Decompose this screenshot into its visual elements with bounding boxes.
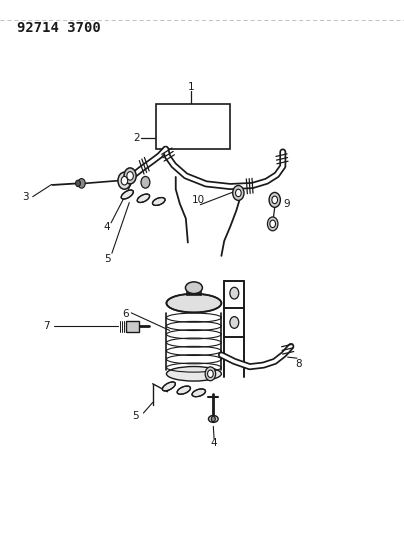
Ellipse shape	[177, 386, 191, 394]
Circle shape	[272, 196, 278, 204]
Circle shape	[230, 317, 239, 328]
Text: 1: 1	[187, 82, 194, 92]
Text: 4: 4	[211, 439, 217, 448]
Circle shape	[208, 370, 213, 377]
Circle shape	[124, 168, 136, 184]
Circle shape	[127, 172, 133, 180]
Ellipse shape	[208, 416, 218, 422]
Ellipse shape	[162, 382, 175, 391]
Text: 4: 4	[103, 222, 109, 232]
Text: 2: 2	[133, 133, 140, 142]
Circle shape	[78, 179, 85, 188]
Ellipse shape	[121, 190, 133, 199]
Bar	[156, 104, 230, 149]
Ellipse shape	[137, 194, 149, 203]
Circle shape	[76, 180, 80, 187]
Circle shape	[205, 367, 216, 381]
Circle shape	[211, 416, 215, 422]
Text: 5: 5	[132, 411, 139, 421]
Circle shape	[236, 189, 241, 197]
Circle shape	[118, 172, 131, 189]
Text: 7: 7	[43, 321, 50, 331]
Circle shape	[233, 185, 244, 200]
Ellipse shape	[185, 282, 202, 294]
Ellipse shape	[166, 367, 221, 381]
Text: 6: 6	[122, 310, 128, 319]
Text: 9: 9	[284, 199, 290, 208]
Text: 8: 8	[296, 359, 302, 368]
Text: 5: 5	[104, 254, 110, 263]
Circle shape	[269, 192, 280, 207]
Circle shape	[121, 176, 128, 185]
Bar	[126, 321, 139, 332]
Circle shape	[267, 217, 278, 231]
Text: 92714 3700: 92714 3700	[17, 21, 101, 35]
Ellipse shape	[152, 198, 165, 205]
Text: 10: 10	[191, 195, 204, 205]
Ellipse shape	[166, 294, 221, 312]
Circle shape	[230, 287, 239, 299]
Circle shape	[141, 176, 150, 188]
Circle shape	[270, 220, 276, 228]
Ellipse shape	[192, 389, 206, 397]
Text: 3: 3	[22, 192, 29, 202]
